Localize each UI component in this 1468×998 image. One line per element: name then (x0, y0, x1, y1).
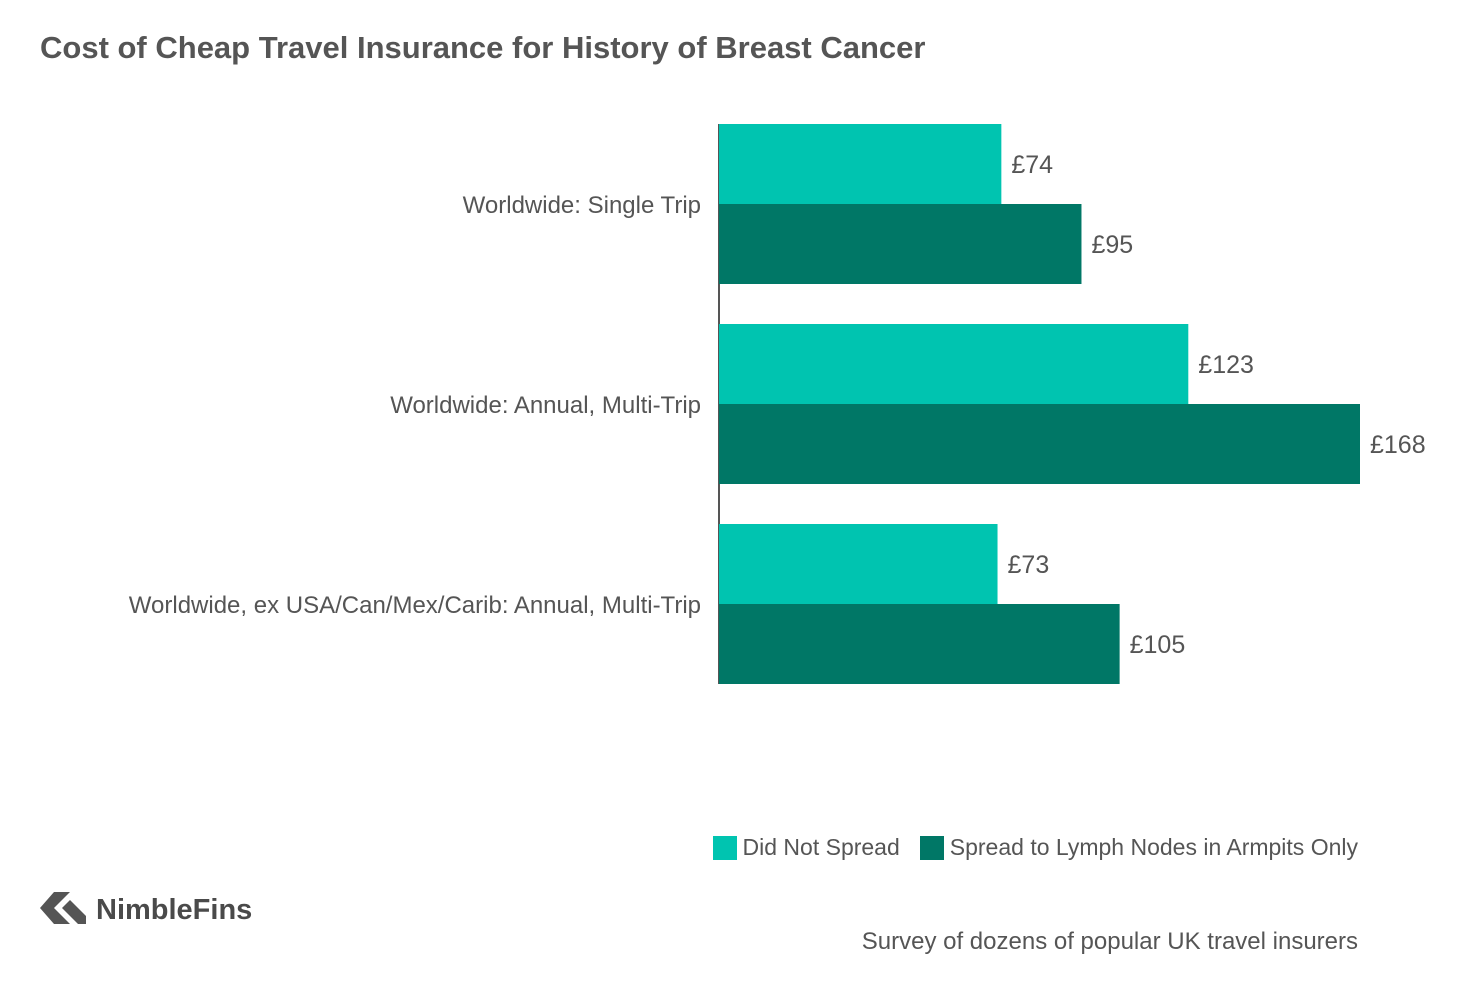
data-label: £123 (1198, 351, 1254, 379)
bar (719, 324, 1189, 404)
nimblefins-logo-icon (40, 890, 86, 931)
data-label: £168 (1370, 431, 1426, 459)
data-label: £105 (1130, 631, 1186, 659)
bar (719, 524, 998, 604)
legend: Did Not Spread Spread to Lymph Nodes in … (693, 834, 1358, 861)
legend-item-spread-to-lymph-nodes[interactable]: Spread to Lymph Nodes in Armpits Only (919, 834, 1358, 861)
legend-label-did-not-spread: Did Not Spread (742, 834, 900, 860)
bar (719, 124, 1002, 204)
bar (719, 404, 1360, 484)
source-note: Survey of dozens of popular UK travel in… (861, 928, 1358, 955)
legend-swatch-did-not-spread (712, 835, 737, 860)
bar (719, 204, 1082, 284)
category-label: Worldwide, ex USA/Can/Mex/Carib: Annual,… (129, 592, 701, 619)
data-label: £73 (1008, 551, 1050, 579)
brand-name: NimbleFins (96, 894, 253, 926)
brand-logo[interactable]: NimbleFins (40, 890, 252, 931)
data-label: £95 (1091, 231, 1133, 259)
legend-swatch-spread-to-lymph-nodes (919, 835, 944, 860)
legend-label-spread-to-lymph-nodes: Spread to Lymph Nodes in Armpits Only (949, 834, 1358, 860)
category-label: Worldwide: Single Trip (463, 192, 701, 219)
data-label: £74 (1011, 151, 1053, 179)
bar (719, 604, 1120, 684)
category-label: Worldwide: Annual, Multi-Trip (390, 392, 701, 419)
legend-item-did-not-spread[interactable]: Did Not Spread (712, 834, 900, 861)
chart-title: Cost of Cheap Travel Insurance for Histo… (40, 30, 926, 65)
